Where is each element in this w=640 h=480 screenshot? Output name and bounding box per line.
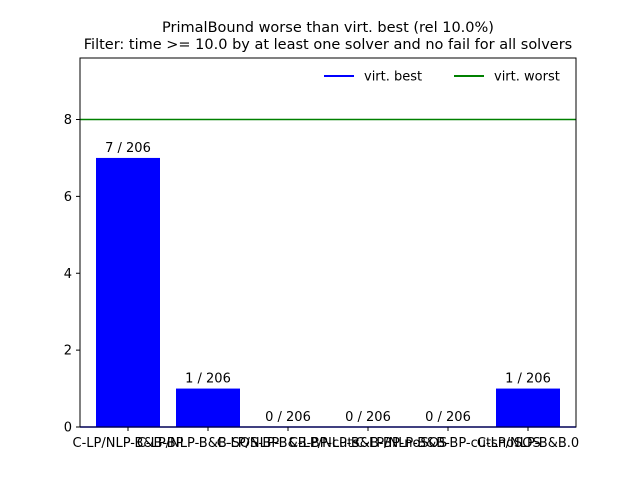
x-tick-label: C-LP/NLP-B&B-BP: [73, 436, 184, 451]
legend: virt. best virt. worst: [324, 70, 560, 85]
bar-label: 1 / 206: [185, 372, 231, 387]
legend-label: virt. best: [364, 70, 422, 85]
legend-label: virt. worst: [494, 70, 560, 85]
bar-label: 7 / 206: [105, 141, 151, 156]
axes-frame: [79, 57, 577, 428]
x-tick-label: C-LP/NLP-B&B-SOS-BP: [137, 436, 280, 451]
plot-area: 7 / 206 1 / 206 0 / 206 0 / 206 0 / 206 1 / 2…: [64, 57, 579, 451]
chart-subtitle: Filter: time >= 10.0 by at least one sol…: [84, 37, 572, 53]
bar-label: 0 / 206: [425, 410, 471, 425]
x-tick-label: C-LP/NLP-B&B-BP-cutsnoSOS: [355, 436, 541, 451]
y-tick-label: 6: [64, 190, 72, 205]
y-tick-label: 4: [64, 267, 72, 282]
y-tick-label: 0: [64, 421, 72, 436]
bar-label: 1 / 206: [505, 372, 551, 387]
x-tick-label: C-LP/NLP-B&B.0: [477, 436, 579, 451]
bar: [496, 388, 560, 427]
x-tick-label: C-LP/NLP-B&B-BP-noSOS: [289, 436, 447, 451]
y-tick-label: 8: [64, 113, 72, 128]
chart-title: PrimalBound worse than virt. best (rel 1…: [162, 20, 494, 36]
bar: [96, 157, 160, 427]
bar: [176, 388, 240, 427]
y-tick-label: 2: [64, 344, 72, 359]
bar-label: 0 / 206: [265, 410, 311, 425]
x-tick-label: C-LP/NLP-B&B-BP-cuts: [217, 436, 360, 451]
bar-label: 0 / 206: [345, 410, 391, 425]
